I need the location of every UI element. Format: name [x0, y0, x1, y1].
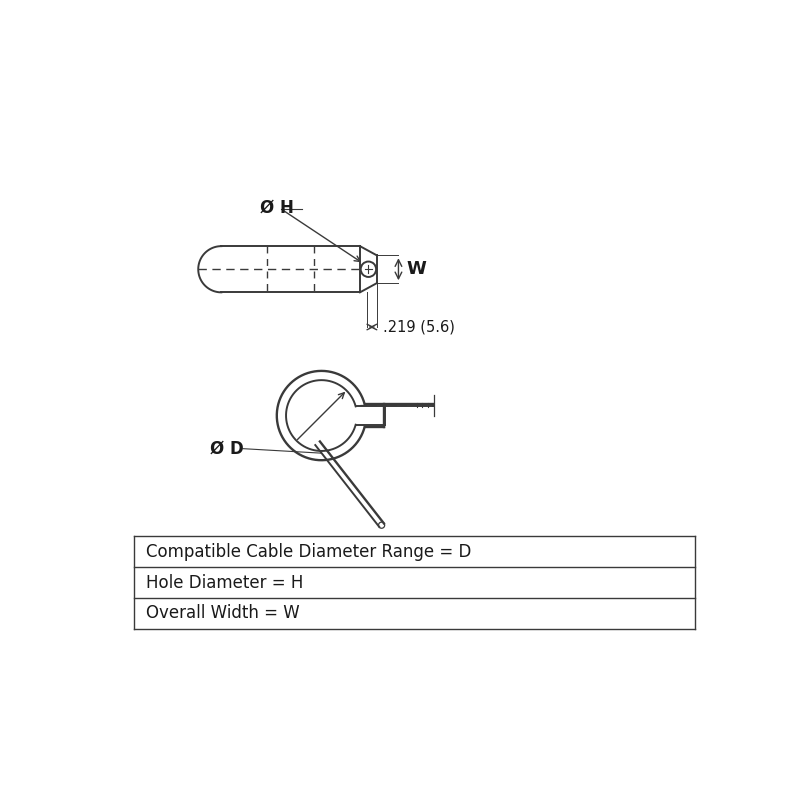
Text: Compatible Cable Diameter Range = D: Compatible Cable Diameter Range = D [146, 543, 471, 561]
Text: Ø H: Ø H [260, 198, 294, 217]
Text: Ø D: Ø D [210, 440, 243, 458]
Text: Overall Width = W: Overall Width = W [146, 605, 300, 622]
Text: W: W [406, 260, 426, 278]
Text: Hole Diameter = H: Hole Diameter = H [146, 574, 303, 592]
Text: .219 (5.6): .219 (5.6) [383, 319, 455, 334]
